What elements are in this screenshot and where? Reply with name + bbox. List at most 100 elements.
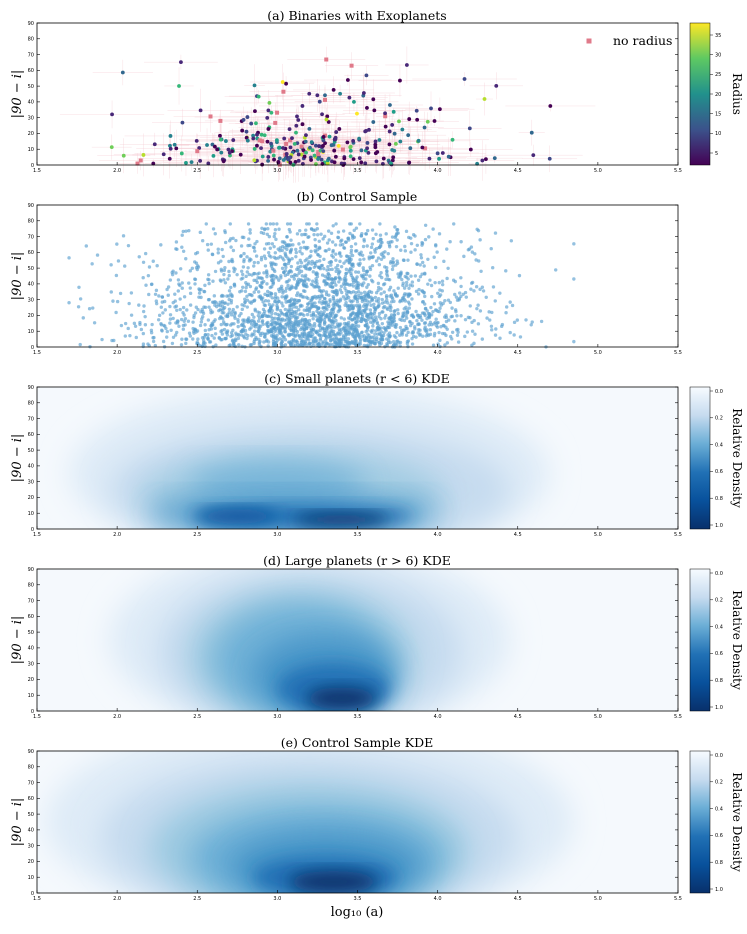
point xyxy=(372,108,377,113)
density-region xyxy=(288,870,379,893)
point xyxy=(329,318,333,323)
y-tick-label: 80 xyxy=(28,219,34,225)
point xyxy=(263,332,268,336)
point xyxy=(331,342,335,347)
point xyxy=(281,304,285,308)
x-tick-label: 1.5 xyxy=(33,350,41,356)
panel-b-points xyxy=(67,222,576,349)
point xyxy=(358,222,362,226)
point xyxy=(307,222,311,226)
point xyxy=(493,231,498,235)
point xyxy=(332,337,336,341)
point xyxy=(293,272,297,277)
point xyxy=(430,294,434,299)
point xyxy=(348,231,352,236)
point xyxy=(391,260,396,264)
point xyxy=(353,249,358,253)
point xyxy=(334,252,338,256)
point xyxy=(223,281,228,285)
point xyxy=(348,148,353,153)
point xyxy=(317,99,322,104)
point xyxy=(434,317,438,321)
point xyxy=(347,290,351,294)
point xyxy=(114,273,119,278)
point xyxy=(240,303,244,307)
point xyxy=(401,314,405,318)
point xyxy=(376,281,381,286)
point xyxy=(190,266,195,270)
point xyxy=(298,228,302,233)
point xyxy=(210,142,215,147)
point xyxy=(230,333,234,338)
point xyxy=(200,239,205,243)
point xyxy=(368,316,373,320)
point xyxy=(262,133,267,138)
point xyxy=(406,330,410,335)
point xyxy=(259,132,264,137)
point xyxy=(219,150,224,155)
panel-a-title: (a) Binaries with Exoplanets xyxy=(267,8,446,23)
point xyxy=(364,232,368,236)
point xyxy=(272,277,276,281)
point xyxy=(174,321,178,325)
point xyxy=(276,256,280,260)
x-tick-label: 5.0 xyxy=(594,532,602,538)
point xyxy=(455,333,460,337)
y-tick-label: 50 xyxy=(28,630,34,636)
y-tick-label: 20 xyxy=(28,859,34,865)
point xyxy=(473,332,477,336)
point xyxy=(232,269,236,274)
point xyxy=(427,156,432,161)
y-tick-label: 30 xyxy=(28,115,34,121)
point-no-radius xyxy=(324,57,329,62)
point xyxy=(297,242,301,246)
point xyxy=(380,297,384,302)
point xyxy=(252,264,256,268)
point xyxy=(133,324,138,328)
point xyxy=(548,104,553,108)
point xyxy=(178,307,182,312)
colorbar-tick-label: 0.8 xyxy=(715,496,723,502)
point xyxy=(118,291,123,296)
y-tick-label: 70 xyxy=(28,598,34,604)
panel-b-scatter: (b) Control Sample 1.5 2.0 2.5 3.0 3.5 4.0 4.5… xyxy=(10,189,682,356)
point xyxy=(265,282,269,286)
point xyxy=(239,244,244,248)
point xyxy=(309,327,313,331)
point xyxy=(281,146,285,150)
point xyxy=(303,273,308,278)
point xyxy=(401,281,405,285)
point xyxy=(273,228,278,232)
point xyxy=(116,259,121,263)
point xyxy=(317,245,322,250)
point xyxy=(280,266,285,271)
point xyxy=(213,269,218,274)
point xyxy=(390,267,395,272)
point xyxy=(354,320,358,324)
point xyxy=(188,286,192,290)
point xyxy=(198,158,203,163)
point xyxy=(242,258,246,262)
point xyxy=(328,311,333,315)
point xyxy=(368,308,373,312)
point xyxy=(431,343,436,347)
point xyxy=(266,108,271,113)
point xyxy=(398,298,403,303)
point xyxy=(271,303,275,307)
point xyxy=(246,243,250,248)
point xyxy=(226,147,231,152)
point xyxy=(209,311,213,315)
point xyxy=(306,235,310,239)
panel-c-density xyxy=(69,387,550,529)
point xyxy=(147,292,151,297)
point xyxy=(269,307,273,311)
point xyxy=(270,311,274,316)
point xyxy=(388,103,392,107)
point xyxy=(213,326,217,331)
point xyxy=(323,297,327,301)
point xyxy=(444,325,448,329)
point xyxy=(269,255,273,259)
point xyxy=(294,317,298,321)
point xyxy=(408,146,413,151)
point xyxy=(277,227,281,231)
